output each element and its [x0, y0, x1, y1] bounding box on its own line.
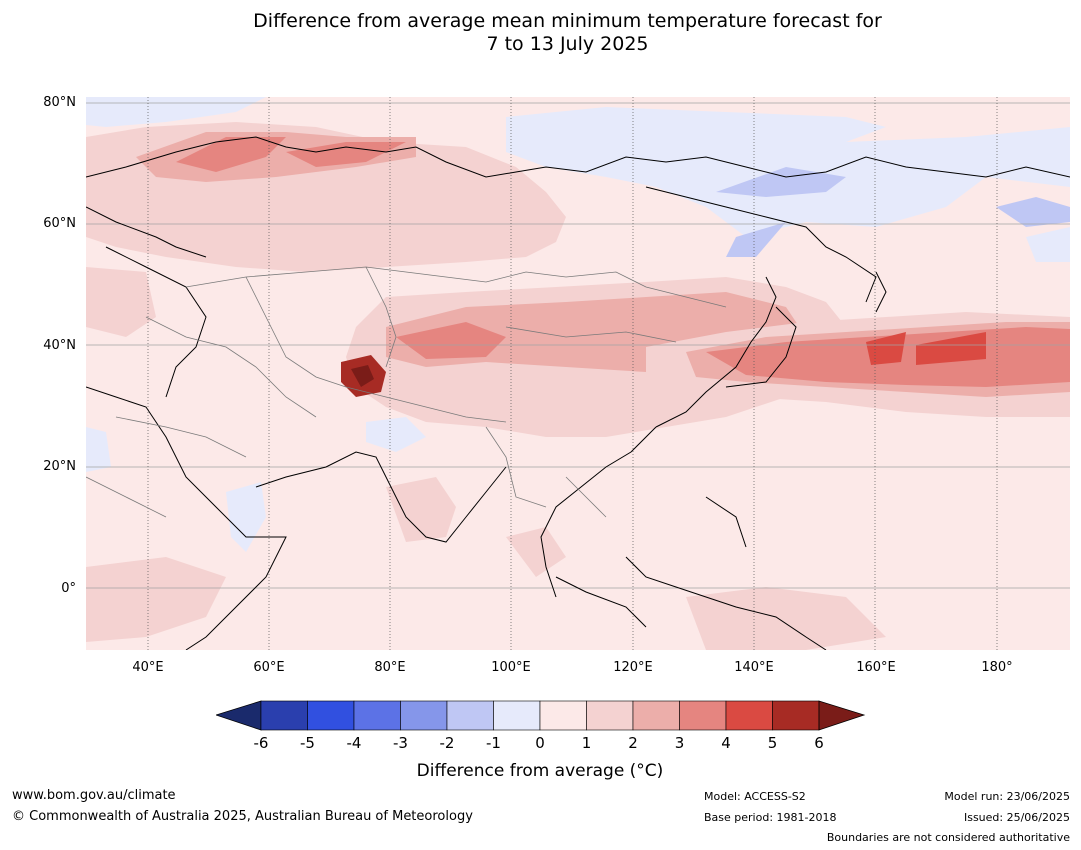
colorbar-tick-label: -1 [486, 734, 501, 752]
colorbar-segment [632, 700, 680, 731]
map-canvas [86, 97, 1070, 650]
colorbar-extend-high [818, 700, 866, 731]
colorbar-segment [493, 700, 541, 731]
lon-label-140e: 140°E [734, 660, 774, 675]
model-text: Model: ACCESS-S2 [704, 790, 806, 803]
colorbar-tick-label: 6 [814, 734, 824, 752]
coastlines [86, 136, 1070, 650]
colorbar-segment [586, 700, 634, 731]
lon-label-160e: 160°E [856, 660, 896, 675]
colorbar-segment [307, 700, 355, 731]
lat-label-20n: 20°N [43, 459, 76, 474]
lat-label-0: 0° [61, 581, 76, 596]
colorbar [216, 700, 866, 731]
colorbar-tick-label: -4 [346, 734, 362, 752]
colorbar-extend-low [216, 700, 262, 731]
colorbar-tick-label: -3 [393, 734, 408, 752]
colorbar-tick-label: -5 [300, 734, 315, 752]
issued-text: Issued: 25/06/2025 [963, 811, 1070, 824]
lon-label-60e: 60°E [253, 660, 285, 675]
model-run-text: Model run: 23/06/2025 [944, 790, 1070, 803]
title-line-1: Difference from average mean minimum tem… [253, 10, 882, 32]
colorbar-label: Difference from average (°C) [416, 761, 664, 781]
lat-label-40n: 40°N [43, 338, 76, 353]
colorbar-tick-label: -2 [439, 734, 455, 752]
colorbar-tick-label: -6 [253, 734, 269, 752]
colorbar-tick-label: 5 [767, 734, 778, 752]
colorbar-tick-label: 0 [535, 734, 545, 752]
lon-label-100e: 100°E [491, 660, 531, 675]
colorbar-segment [539, 700, 587, 731]
colorbar-tick-label: 4 [721, 734, 731, 752]
colorbar-segment [772, 700, 820, 731]
lon-label-80e: 80°E [374, 660, 406, 675]
colorbar-tick-label: 3 [674, 734, 685, 752]
map-title: Difference from average mean minimum tem… [0, 10, 1081, 56]
temperature-anomaly-map [86, 97, 1070, 650]
lon-label-120e: 120°E [613, 660, 653, 675]
lat-label-60n: 60°N [43, 216, 76, 231]
boundaries [86, 266, 727, 518]
colorbar-segment [725, 700, 773, 731]
colorbar-segment [260, 700, 308, 731]
colorbar-tick-label: 1 [581, 734, 592, 752]
colorbar-segment [446, 700, 494, 731]
colorbar-segment [400, 700, 448, 731]
title-line-2: 7 to 13 July 2025 [486, 33, 649, 55]
website-text: www.bom.gov.au/climate [12, 788, 176, 803]
boundaries-text: Boundaries are not considered authoritat… [826, 831, 1070, 844]
copyright-text: © Commonwealth of Australia 2025, Austra… [12, 809, 473, 824]
base-period-text: Base period: 1981-2018 [704, 811, 837, 824]
colorbar-segment [353, 700, 401, 731]
colorbar-tick-label: 2 [628, 734, 638, 752]
lon-label-40e: 40°E [132, 660, 164, 675]
lon-gridlines [147, 97, 998, 650]
lat-label-80n: 80°N [43, 95, 76, 110]
colorbar-segment [679, 700, 727, 731]
lon-label-180: 180° [981, 660, 1013, 675]
